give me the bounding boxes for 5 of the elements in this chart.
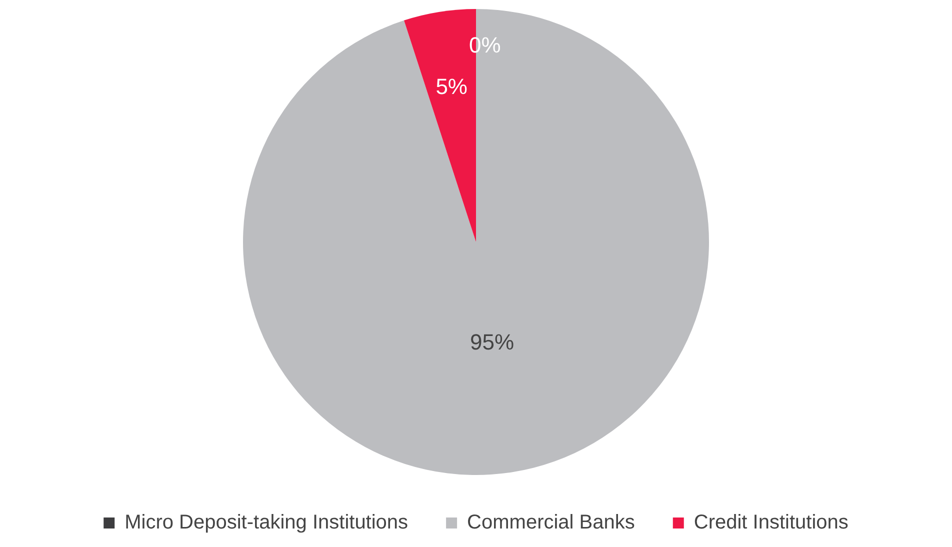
data-label: 5% bbox=[436, 74, 468, 99]
legend-label: Micro Deposit-taking Institutions bbox=[124, 512, 408, 534]
legend-label: Credit Institutions bbox=[694, 512, 848, 534]
legend-label: Commercial Banks bbox=[467, 512, 635, 534]
data-label: 95% bbox=[470, 329, 514, 354]
